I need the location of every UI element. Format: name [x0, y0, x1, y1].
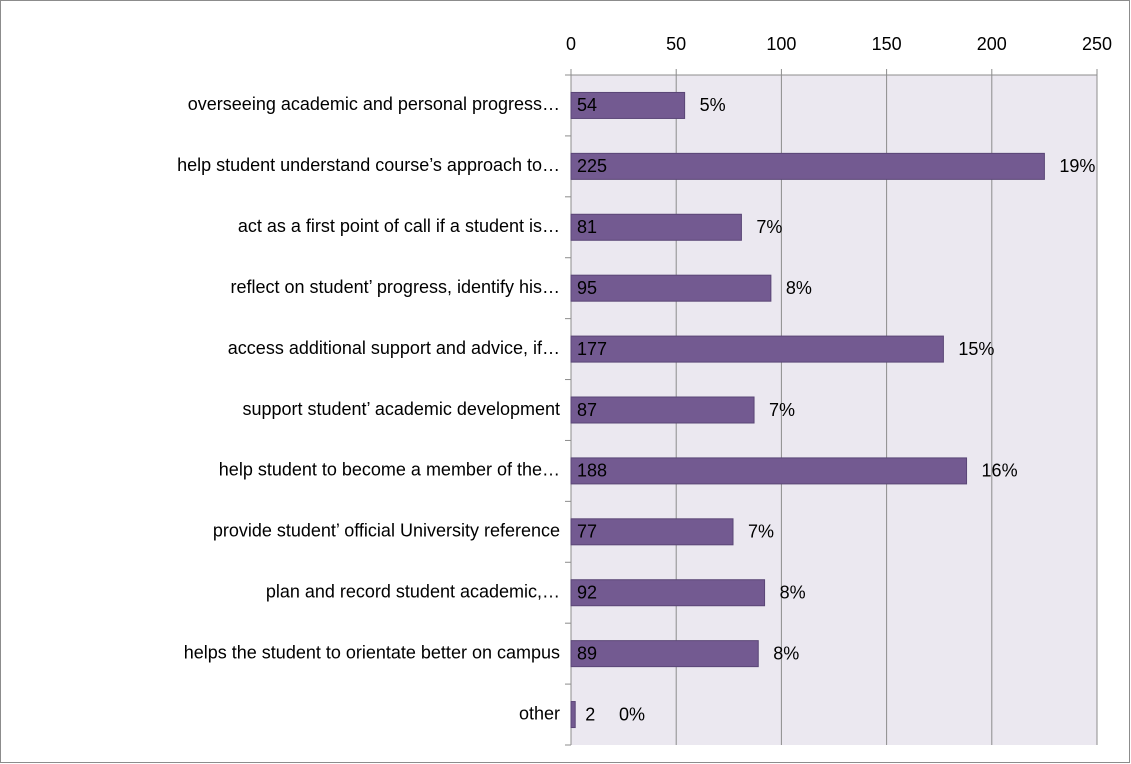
percent-label: 7% — [756, 217, 782, 237]
bar — [570, 701, 576, 729]
percent-label: 0% — [619, 704, 645, 724]
y-tick-label: reflect on student’ progress, identify h… — [231, 277, 561, 297]
bar — [570, 579, 766, 607]
y-tick-label: other — [519, 703, 560, 723]
percent-label: 19% — [1059, 156, 1095, 176]
bar — [570, 640, 759, 668]
x-tick-label: 250 — [1082, 34, 1112, 54]
percent-label: 16% — [982, 461, 1018, 481]
y-tick-label: provide student’ official University ref… — [213, 521, 560, 541]
bar — [570, 274, 772, 302]
x-tick-label: 200 — [977, 34, 1007, 54]
percent-label: 8% — [780, 582, 806, 602]
y-tick-label: help student understand course’s approac… — [177, 155, 560, 175]
bar — [570, 91, 686, 119]
value-label: 89 — [577, 643, 597, 663]
y-tick-label: support student’ academic development — [242, 399, 560, 419]
value-label: 177 — [577, 339, 607, 359]
x-tick-label: 100 — [766, 34, 796, 54]
y-tick-label: plan and record student academic,… — [266, 581, 560, 601]
value-label: 92 — [577, 582, 597, 602]
bar — [570, 152, 1045, 180]
value-label: 2 — [585, 704, 595, 724]
y-tick-label: access additional support and advice, if… — [228, 338, 560, 358]
x-tick-label: 150 — [872, 34, 902, 54]
value-label: 225 — [577, 156, 607, 176]
value-label: 77 — [577, 522, 597, 542]
x-tick-label: 0 — [566, 34, 576, 54]
y-tick-label: helps the student to orientate better on… — [184, 642, 560, 662]
bar — [570, 213, 742, 241]
percent-label: 5% — [700, 95, 726, 115]
value-label: 95 — [577, 278, 597, 298]
value-label: 54 — [577, 95, 597, 115]
value-label: 87 — [577, 400, 597, 420]
percent-label: 8% — [786, 278, 812, 298]
percent-label: 15% — [958, 339, 994, 359]
y-tick-label: act as a first point of call if a studen… — [238, 216, 560, 236]
value-label: 81 — [577, 217, 597, 237]
bar — [570, 518, 734, 546]
y-tick-label: overseeing academic and personal progres… — [188, 94, 560, 114]
bar — [570, 335, 944, 363]
value-label: 188 — [577, 461, 607, 481]
bar — [570, 457, 968, 485]
x-tick-label: 50 — [666, 34, 686, 54]
percent-label: 7% — [748, 522, 774, 542]
bar — [570, 396, 755, 424]
percent-label: 7% — [769, 400, 795, 420]
percent-label: 8% — [773, 643, 799, 663]
y-tick-label: help student to become a member of the… — [219, 460, 560, 480]
